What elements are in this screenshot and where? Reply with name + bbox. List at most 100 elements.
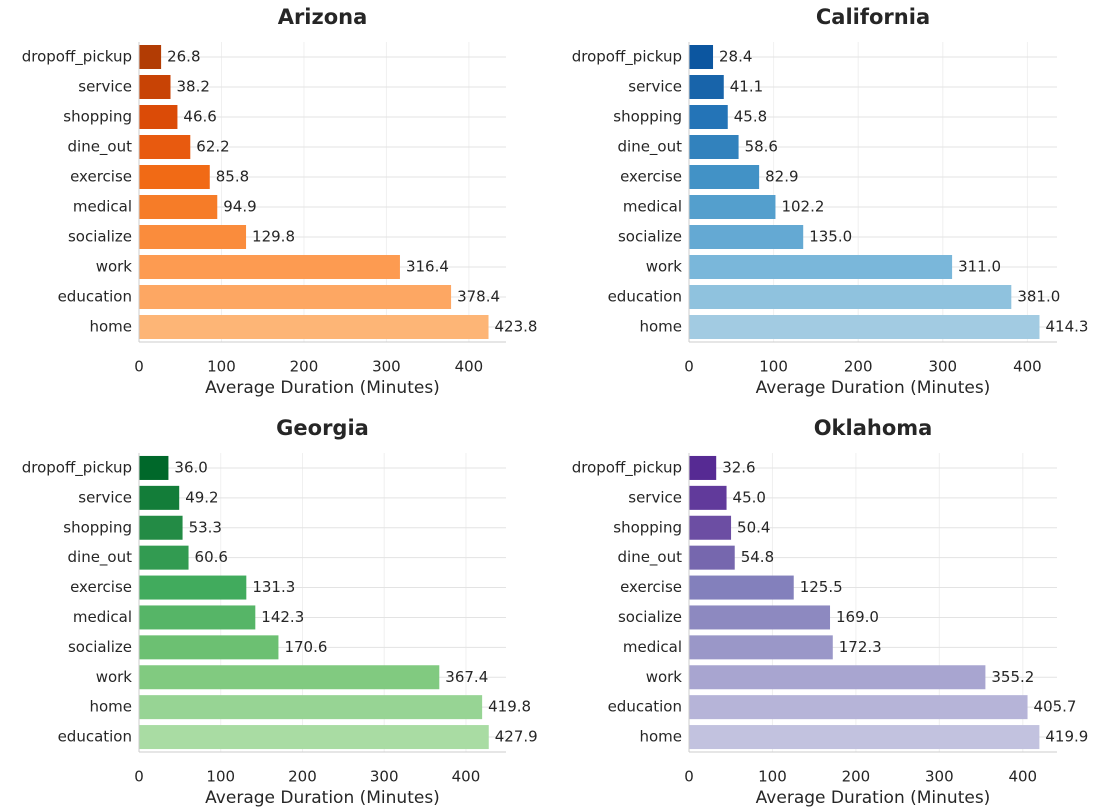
bar (689, 695, 1028, 720)
value-label: 60.6 (195, 548, 228, 566)
bar (139, 315, 489, 339)
y-tick-label: dine_out (618, 138, 683, 157)
y-tick-label: socialize (618, 228, 682, 246)
bar (139, 485, 180, 510)
y-tick-label: exercise (620, 168, 682, 186)
value-label: 45.8 (734, 108, 767, 126)
value-label: 172.3 (839, 638, 882, 656)
y-tick-label: service (78, 78, 132, 96)
bar (689, 225, 804, 249)
x-tick-label: 100 (758, 768, 787, 786)
value-label: 125.5 (800, 578, 843, 596)
y-tick-label: socialize (618, 608, 682, 626)
x-tick-label: 200 (842, 768, 871, 786)
bar (689, 285, 1012, 309)
x-tick-label: 300 (372, 358, 401, 376)
value-label: 427.9 (495, 728, 538, 746)
y-tick-label: exercise (620, 578, 682, 596)
y-tick-label: service (78, 488, 132, 506)
value-label: 85.8 (216, 168, 249, 186)
bar (689, 545, 735, 570)
value-label: 316.4 (406, 258, 449, 276)
value-label: 38.2 (177, 78, 210, 96)
y-tick-label: shopping (613, 108, 682, 126)
y-tick-label: education (58, 288, 132, 306)
value-label: 311.0 (958, 258, 1001, 276)
value-label: 170.6 (284, 638, 327, 656)
value-label: 58.6 (745, 138, 778, 156)
subplot-title: Oklahoma (814, 416, 933, 440)
x-tick-label: 100 (206, 768, 235, 786)
y-tick-label: work (646, 258, 683, 276)
y-tick-label: dropoff_pickup (572, 458, 682, 477)
y-tick-label: dine_out (68, 548, 133, 567)
subplot-title: California (816, 5, 930, 29)
bar (689, 665, 986, 690)
value-label: 26.8 (167, 48, 200, 66)
value-label: 50.4 (737, 518, 770, 536)
y-tick-label: medical (73, 608, 132, 626)
bar (139, 195, 218, 219)
bar (139, 225, 247, 249)
bar (139, 725, 489, 750)
bar (139, 45, 162, 69)
y-tick-label: shopping (63, 108, 132, 126)
y-tick-label: medical (623, 198, 682, 216)
bar (139, 695, 483, 720)
x-axis-label: Average Duration (Minutes) (205, 788, 440, 808)
bar (139, 575, 247, 600)
value-label: 381.0 (1017, 288, 1060, 306)
y-tick-label: work (646, 668, 683, 686)
value-label: 28.4 (719, 48, 752, 66)
y-tick-label: home (639, 728, 682, 746)
x-tick-label: 0 (134, 768, 144, 786)
bar (689, 165, 760, 189)
x-tick-label: 300 (925, 768, 954, 786)
y-tick-label: work (96, 668, 133, 686)
bar (139, 635, 279, 660)
bar (689, 725, 1040, 750)
bar (689, 105, 728, 129)
x-axis-label: Average Duration (Minutes) (756, 378, 991, 398)
bar (139, 605, 256, 630)
value-label: 49.2 (185, 488, 218, 506)
value-label: 53.3 (189, 518, 222, 536)
subplot-title: Arizona (278, 5, 368, 29)
y-tick-label: work (96, 258, 133, 276)
x-tick-label: 200 (290, 358, 319, 376)
value-label: 367.4 (445, 668, 488, 686)
bar (139, 665, 440, 690)
y-tick-label: socialize (68, 228, 132, 246)
value-label: 54.8 (741, 548, 774, 566)
bar (689, 75, 724, 99)
bar (689, 135, 739, 159)
value-label: 94.9 (223, 198, 256, 216)
bar (139, 165, 210, 189)
x-axis-label: Average Duration (Minutes) (205, 378, 440, 398)
y-tick-label: education (608, 288, 682, 306)
x-tick-label: 300 (928, 358, 957, 376)
bar (689, 455, 717, 480)
x-tick-label: 400 (452, 768, 481, 786)
x-tick-label: 400 (1013, 358, 1042, 376)
value-label: 142.3 (261, 608, 304, 626)
x-tick-label: 200 (288, 768, 317, 786)
bar (139, 75, 171, 99)
x-tick-label: 300 (370, 768, 399, 786)
value-label: 169.0 (836, 608, 879, 626)
y-tick-label: exercise (70, 168, 132, 186)
y-tick-label: shopping (63, 518, 132, 536)
value-label: 82.9 (765, 168, 798, 186)
value-label: 41.1 (730, 78, 763, 96)
value-label: 36.0 (174, 458, 207, 476)
y-tick-label: medical (623, 638, 682, 656)
y-tick-label: home (639, 318, 682, 336)
value-label: 129.8 (252, 228, 295, 246)
y-tick-label: dine_out (68, 138, 133, 157)
y-tick-label: dropoff_pickup (22, 458, 132, 477)
x-tick-label: 100 (207, 358, 236, 376)
bar (139, 545, 189, 570)
y-tick-label: socialize (68, 638, 132, 656)
y-tick-label: education (58, 728, 132, 746)
